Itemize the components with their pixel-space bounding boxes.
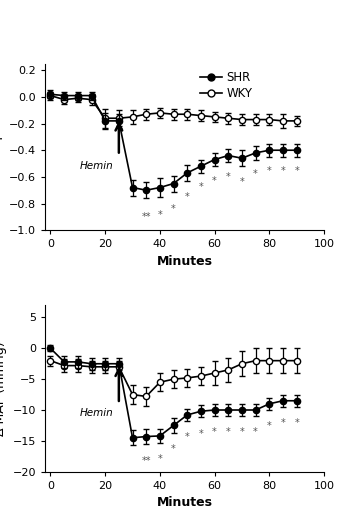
Text: *: * xyxy=(226,427,231,437)
Text: *: * xyxy=(280,418,285,428)
Text: *: * xyxy=(253,427,258,437)
Text: *: * xyxy=(253,169,258,179)
Text: *: * xyxy=(158,454,162,464)
Text: Hemin: Hemin xyxy=(80,408,113,418)
Text: **: ** xyxy=(141,211,151,222)
Text: *: * xyxy=(226,172,231,182)
Text: *: * xyxy=(212,175,217,186)
Text: *: * xyxy=(212,427,217,437)
X-axis label: Minutes: Minutes xyxy=(157,496,212,509)
Text: *: * xyxy=(185,191,190,201)
Text: *: * xyxy=(280,166,285,176)
Legend: SHR, WKY: SHR, WKY xyxy=(195,66,257,105)
Y-axis label: Δ MAP (mmHg): Δ MAP (mmHg) xyxy=(0,341,7,436)
Text: *: * xyxy=(198,429,203,438)
Text: **: ** xyxy=(141,456,151,466)
Text: *: * xyxy=(267,166,272,176)
Text: *: * xyxy=(198,182,203,192)
Text: *: * xyxy=(239,177,244,187)
Text: *: * xyxy=(158,210,162,220)
Text: *: * xyxy=(294,418,299,428)
Text: Hemin: Hemin xyxy=(80,161,113,171)
Y-axis label: Δ NE (μM): Δ NE (μM) xyxy=(0,116,3,178)
Text: *: * xyxy=(239,427,244,437)
Text: *: * xyxy=(171,444,176,454)
Text: *: * xyxy=(267,421,272,431)
Text: *: * xyxy=(171,204,176,214)
X-axis label: Minutes: Minutes xyxy=(157,255,212,268)
Text: *: * xyxy=(185,432,190,442)
Text: *: * xyxy=(294,166,299,176)
